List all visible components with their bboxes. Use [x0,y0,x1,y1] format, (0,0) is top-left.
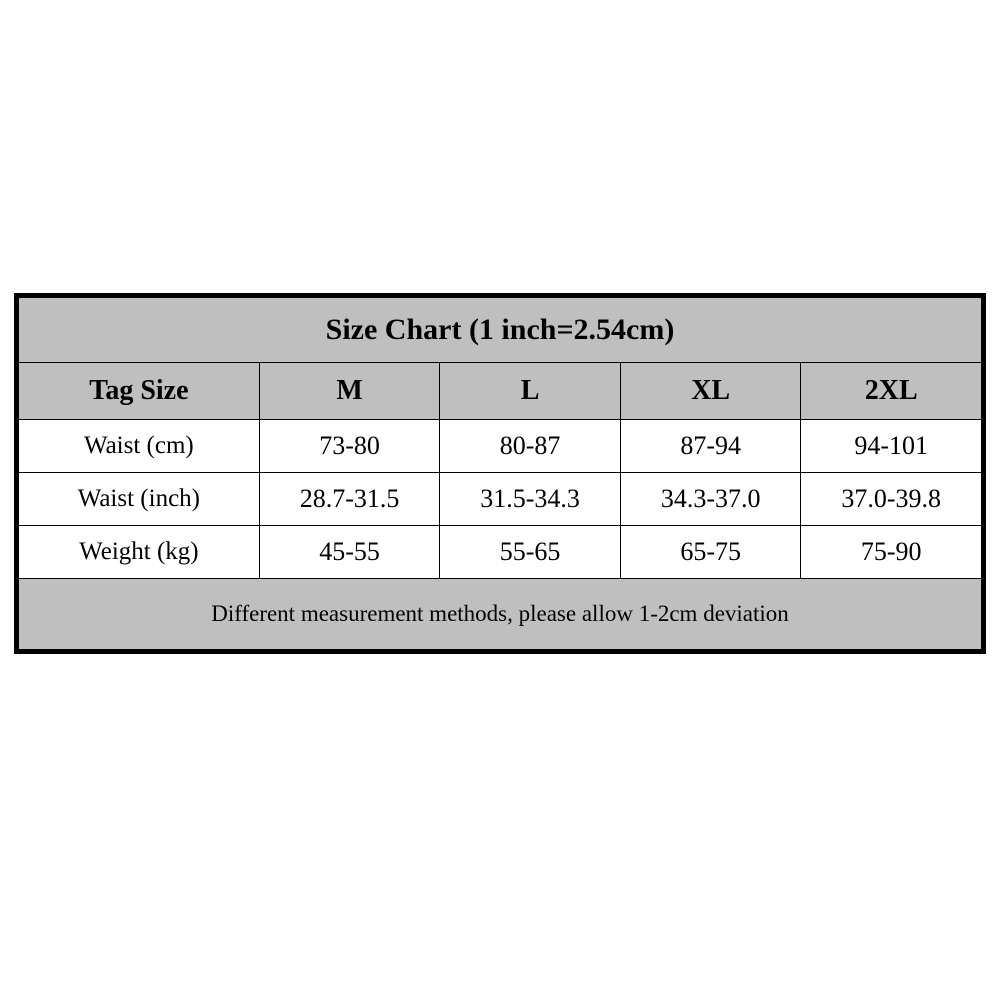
header-size-2xl: 2XL [801,363,982,420]
page-stage: Size Chart (1 inch=2.54cm) Tag Size M L … [0,0,1001,1001]
cell-waist-inch-l: 31.5-34.3 [440,473,621,526]
cell-waist-inch-xl: 34.3-37.0 [620,473,801,526]
cell-waist-cm-2xl: 94-101 [801,420,982,473]
cell-waist-inch-2xl: 37.0-39.8 [801,473,982,526]
footer-row: Different measurement methods, please al… [19,579,982,650]
cell-waist-cm-l: 80-87 [440,420,621,473]
cell-waist-inch-m: 28.7-31.5 [259,473,440,526]
header-row: Tag Size M L XL 2XL [19,363,982,420]
cell-weight-kg-xl: 65-75 [620,526,801,579]
header-size-m: M [259,363,440,420]
header-size-xl: XL [620,363,801,420]
row-label-waist-cm: Waist (cm) [19,420,260,473]
row-waist-inch: Waist (inch) 28.7-31.5 31.5-34.3 34.3-37… [19,473,982,526]
cell-weight-kg-2xl: 75-90 [801,526,982,579]
row-label-weight-kg: Weight (kg) [19,526,260,579]
row-waist-cm: Waist (cm) 73-80 80-87 87-94 94-101 [19,420,982,473]
chart-title: Size Chart (1 inch=2.54cm) [19,298,982,363]
footer-note: Different measurement methods, please al… [19,579,982,650]
size-chart-table: Size Chart (1 inch=2.54cm) Tag Size M L … [18,297,982,650]
row-label-waist-inch: Waist (inch) [19,473,260,526]
cell-waist-cm-m: 73-80 [259,420,440,473]
header-tag-size: Tag Size [19,363,260,420]
title-row: Size Chart (1 inch=2.54cm) [19,298,982,363]
size-chart-container: Size Chart (1 inch=2.54cm) Tag Size M L … [14,293,986,654]
row-weight-kg: Weight (kg) 45-55 55-65 65-75 75-90 [19,526,982,579]
cell-weight-kg-m: 45-55 [259,526,440,579]
cell-waist-cm-xl: 87-94 [620,420,801,473]
cell-weight-kg-l: 55-65 [440,526,621,579]
header-size-l: L [440,363,621,420]
